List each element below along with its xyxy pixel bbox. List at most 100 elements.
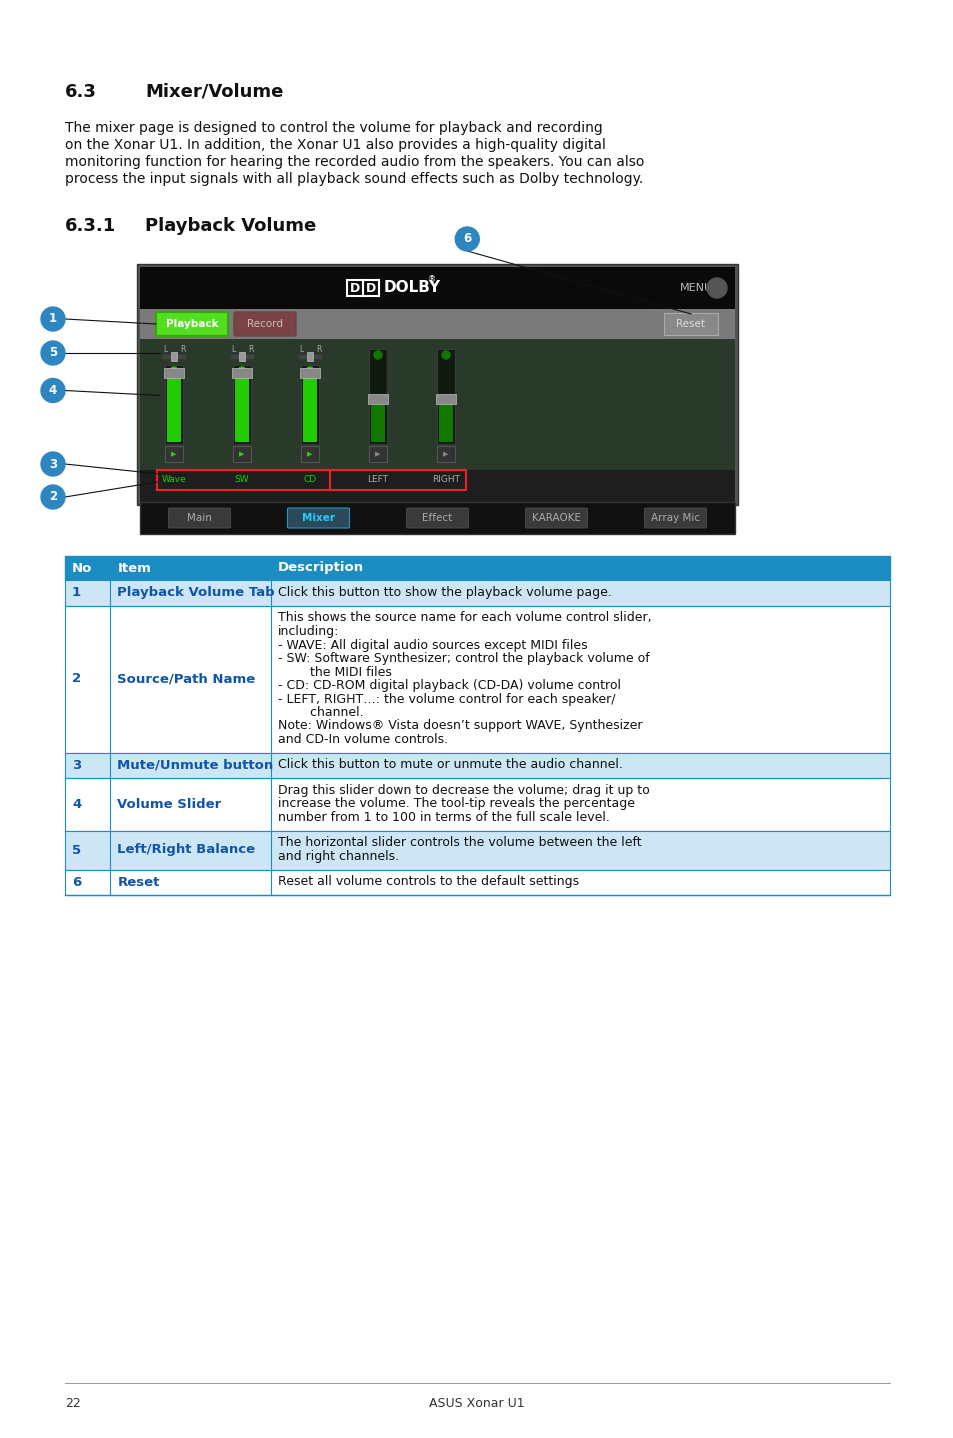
Text: 1: 1 bbox=[71, 587, 81, 600]
Text: Playback Volume: Playback Volume bbox=[145, 217, 315, 234]
Circle shape bbox=[41, 485, 65, 509]
Text: ▶: ▶ bbox=[443, 452, 448, 457]
Text: 3: 3 bbox=[49, 457, 57, 470]
Text: Source/Path Name: Source/Path Name bbox=[117, 673, 255, 686]
Text: Mute/Unmute button: Mute/Unmute button bbox=[117, 759, 274, 772]
FancyBboxPatch shape bbox=[137, 265, 738, 505]
Text: increase the volume. The tool-tip reveals the percentage: increase the volume. The tool-tip reveal… bbox=[278, 798, 635, 811]
Text: 6.3.1: 6.3.1 bbox=[65, 217, 116, 234]
FancyBboxPatch shape bbox=[299, 368, 319, 378]
Text: - LEFT, RIGHT…: the volume control for each speaker/: - LEFT, RIGHT…: the volume control for e… bbox=[278, 693, 615, 706]
FancyBboxPatch shape bbox=[644, 508, 706, 528]
Text: Description: Description bbox=[278, 561, 364, 575]
FancyBboxPatch shape bbox=[165, 365, 183, 444]
FancyBboxPatch shape bbox=[230, 354, 253, 360]
FancyBboxPatch shape bbox=[65, 870, 889, 894]
Text: the MIDI files: the MIDI files bbox=[278, 666, 392, 679]
Text: channel.: channel. bbox=[278, 706, 363, 719]
Text: Item: Item bbox=[117, 561, 152, 575]
FancyBboxPatch shape bbox=[65, 752, 889, 778]
FancyBboxPatch shape bbox=[169, 508, 231, 528]
FancyBboxPatch shape bbox=[140, 267, 734, 502]
Text: ▶: ▶ bbox=[375, 452, 380, 457]
FancyBboxPatch shape bbox=[239, 352, 245, 361]
Text: LEFT: LEFT bbox=[367, 476, 388, 485]
Text: process the input signals with all playback sound effects such as Dolby technolo: process the input signals with all playb… bbox=[65, 173, 642, 186]
Text: L: L bbox=[163, 345, 167, 354]
FancyBboxPatch shape bbox=[65, 580, 889, 605]
Text: ▶: ▶ bbox=[172, 452, 176, 457]
Text: This shows the source name for each volume control slider,: This shows the source name for each volu… bbox=[278, 611, 651, 624]
Circle shape bbox=[237, 367, 246, 375]
FancyBboxPatch shape bbox=[233, 365, 251, 444]
Text: Reset all volume controls to the default settings: Reset all volume controls to the default… bbox=[278, 876, 578, 889]
FancyBboxPatch shape bbox=[663, 313, 718, 335]
FancyBboxPatch shape bbox=[287, 508, 349, 528]
Text: number from 1 to 100 in terms of the full scale level.: number from 1 to 100 in terms of the ful… bbox=[278, 811, 610, 824]
Text: and CD-In volume controls.: and CD-In volume controls. bbox=[278, 733, 448, 746]
Text: Mixer/Volume: Mixer/Volume bbox=[145, 83, 283, 101]
Text: 6.3: 6.3 bbox=[65, 83, 97, 101]
Text: R: R bbox=[180, 345, 186, 354]
Circle shape bbox=[455, 227, 478, 252]
FancyBboxPatch shape bbox=[307, 352, 313, 361]
Text: 4: 4 bbox=[71, 798, 81, 811]
Text: Main: Main bbox=[187, 513, 212, 523]
Circle shape bbox=[41, 341, 65, 365]
FancyBboxPatch shape bbox=[301, 365, 318, 444]
FancyBboxPatch shape bbox=[301, 446, 318, 462]
Circle shape bbox=[306, 367, 314, 375]
Text: D: D bbox=[350, 282, 359, 295]
Text: Mixer: Mixer bbox=[302, 513, 335, 523]
Text: R: R bbox=[316, 345, 321, 354]
Text: monitoring function for hearing the recorded audio from the speakers. You can al: monitoring function for hearing the reco… bbox=[65, 155, 643, 170]
FancyBboxPatch shape bbox=[371, 400, 385, 441]
Text: ▶: ▶ bbox=[239, 452, 244, 457]
Text: 5: 5 bbox=[49, 347, 57, 360]
Text: - SW: Software Synthesizer; control the playback volume of: - SW: Software Synthesizer; control the … bbox=[278, 651, 649, 664]
Text: 22: 22 bbox=[65, 1396, 81, 1411]
FancyBboxPatch shape bbox=[234, 372, 249, 441]
FancyBboxPatch shape bbox=[297, 354, 322, 360]
Text: L: L bbox=[231, 345, 234, 354]
Text: Array Mic: Array Mic bbox=[650, 513, 700, 523]
Text: 4: 4 bbox=[49, 384, 57, 397]
Text: Record: Record bbox=[247, 319, 283, 329]
Text: Playback Volume Tab: Playback Volume Tab bbox=[117, 587, 274, 600]
FancyBboxPatch shape bbox=[65, 557, 889, 580]
Text: Reset: Reset bbox=[117, 876, 159, 889]
Circle shape bbox=[41, 306, 65, 331]
FancyBboxPatch shape bbox=[406, 508, 468, 528]
FancyBboxPatch shape bbox=[140, 267, 734, 309]
Text: 1: 1 bbox=[49, 312, 57, 325]
FancyBboxPatch shape bbox=[164, 368, 184, 378]
Text: Left/Right Balance: Left/Right Balance bbox=[117, 844, 255, 857]
Text: 2: 2 bbox=[71, 673, 81, 686]
FancyBboxPatch shape bbox=[525, 508, 587, 528]
FancyBboxPatch shape bbox=[436, 394, 456, 404]
Text: Drag this slider down to decrease the volume; drag it up to: Drag this slider down to decrease the vo… bbox=[278, 784, 649, 797]
Text: Reset: Reset bbox=[676, 319, 705, 329]
Circle shape bbox=[41, 452, 65, 476]
Circle shape bbox=[706, 278, 726, 298]
Text: 3: 3 bbox=[71, 759, 81, 772]
FancyBboxPatch shape bbox=[165, 446, 183, 462]
Circle shape bbox=[374, 351, 381, 360]
FancyBboxPatch shape bbox=[167, 372, 181, 441]
Text: SW: SW bbox=[234, 476, 249, 485]
Text: MENU: MENU bbox=[679, 283, 713, 293]
Text: Wave: Wave bbox=[161, 476, 186, 485]
FancyBboxPatch shape bbox=[369, 349, 387, 444]
Text: 6: 6 bbox=[71, 876, 81, 889]
Text: R: R bbox=[248, 345, 253, 354]
FancyBboxPatch shape bbox=[232, 368, 252, 378]
FancyBboxPatch shape bbox=[303, 372, 316, 441]
Text: D: D bbox=[365, 282, 375, 295]
Text: The mixer page is designed to control the volume for playback and recording: The mixer page is designed to control th… bbox=[65, 121, 602, 135]
FancyBboxPatch shape bbox=[65, 605, 889, 752]
FancyBboxPatch shape bbox=[438, 400, 453, 441]
Text: RIGHT: RIGHT bbox=[432, 476, 459, 485]
FancyBboxPatch shape bbox=[233, 446, 251, 462]
Text: ®: ® bbox=[428, 276, 436, 285]
FancyBboxPatch shape bbox=[436, 349, 455, 444]
